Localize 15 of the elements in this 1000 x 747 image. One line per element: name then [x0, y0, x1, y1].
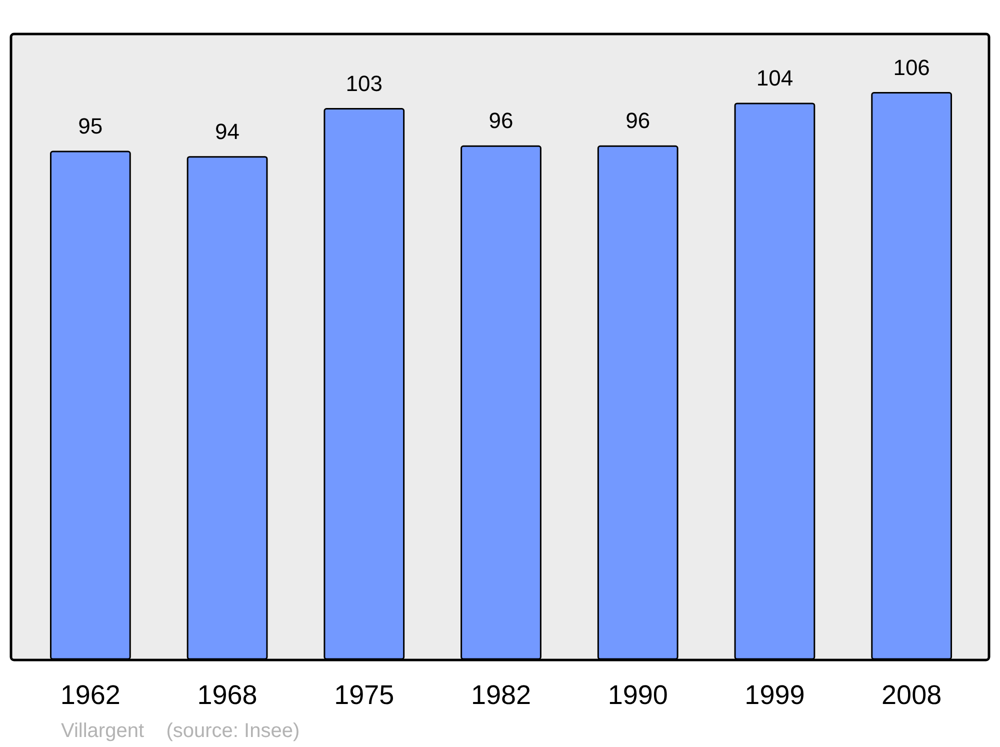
x-tick-label: 1975 [334, 680, 394, 710]
x-tick-label: 1982 [470, 680, 532, 710]
x-tick-label: 1968 [197, 680, 258, 710]
text: Villargent (source: Insee) [61, 720, 300, 742]
x-tick-label: 1999 [744, 680, 805, 710]
data-label: 104 [756, 65, 794, 90]
data-label: 96 [626, 108, 650, 134]
x-tick-label: 2008 [882, 680, 942, 710]
data-label: 95 [78, 114, 103, 139]
data-label: 94 [215, 118, 240, 144]
data-label: 106 [893, 54, 930, 80]
data-label: 103 [346, 70, 382, 96]
data-label: 96 [488, 108, 514, 134]
x-tick-label: 1990 [608, 680, 668, 710]
x-tick-label: 1962 [60, 680, 120, 710]
